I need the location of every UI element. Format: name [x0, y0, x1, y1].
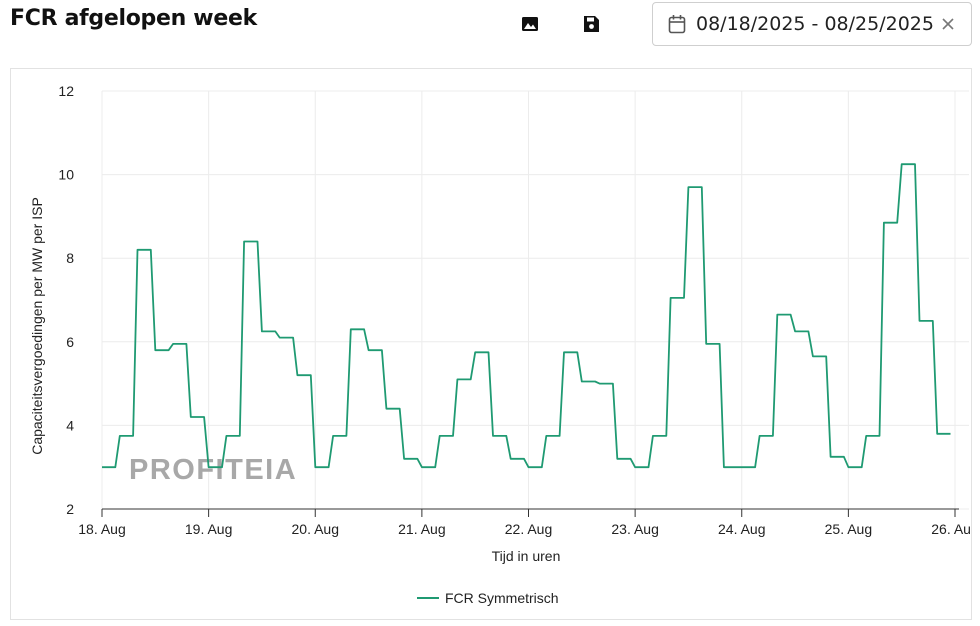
x-tick-label: 21. Aug [398, 521, 446, 537]
watermark: PROFITEIA [129, 454, 297, 486]
grid-lines [101, 90, 969, 510]
x-tick-label: 20. Aug [292, 521, 340, 537]
x-tick-label: 23. Aug [611, 521, 659, 537]
date-range-value[interactable]: 08/18/2025 - 08/25/2025 [696, 13, 934, 35]
y-tick-label: 6 [66, 334, 74, 350]
date-range-picker[interactable]: 08/18/2025 - 08/25/2025 [652, 2, 972, 46]
x-tick-label: 18. Aug [78, 521, 126, 537]
legend-label[interactable]: FCR Symmetrisch [445, 590, 559, 606]
save-icon[interactable] [581, 14, 601, 34]
y-tick-label: 8 [66, 250, 74, 266]
x-tick-label: 22. Aug [505, 521, 553, 537]
close-icon[interactable] [939, 15, 957, 33]
series-layer [102, 163, 951, 469]
y-axis-label: Capaciteitsvergoedingen per MW per ISP [29, 197, 45, 455]
series-line [102, 163, 951, 469]
download-image-icon[interactable] [520, 14, 540, 34]
x-tick-label: 19. Aug [185, 521, 233, 537]
y-tick-label: 10 [58, 167, 74, 183]
axes: 2 4 6 8 10 12 18. Aug 19. Aug 20. Aug 21. Aug 22. … [58, 83, 971, 537]
x-tick-label: 24. Aug [718, 521, 766, 537]
legend[interactable]: FCR Symmetrisch [417, 590, 559, 606]
y-tick-label: 4 [66, 417, 74, 433]
x-tick-label: 25. Aug [825, 521, 873, 537]
y-tick-label: 12 [58, 83, 74, 99]
chart-container: PROFITEIA 2 4 6 8 10 12 18. Aug 19. Aug 20. Aug 2… [10, 68, 972, 620]
x-axis-label: Tijd in uren [492, 548, 561, 564]
x-tick-label: 26. Aug [931, 521, 971, 537]
calendar-icon [668, 15, 686, 34]
y-tick-label: 2 [66, 501, 74, 517]
page-title: FCR afgelopen week [10, 6, 257, 31]
